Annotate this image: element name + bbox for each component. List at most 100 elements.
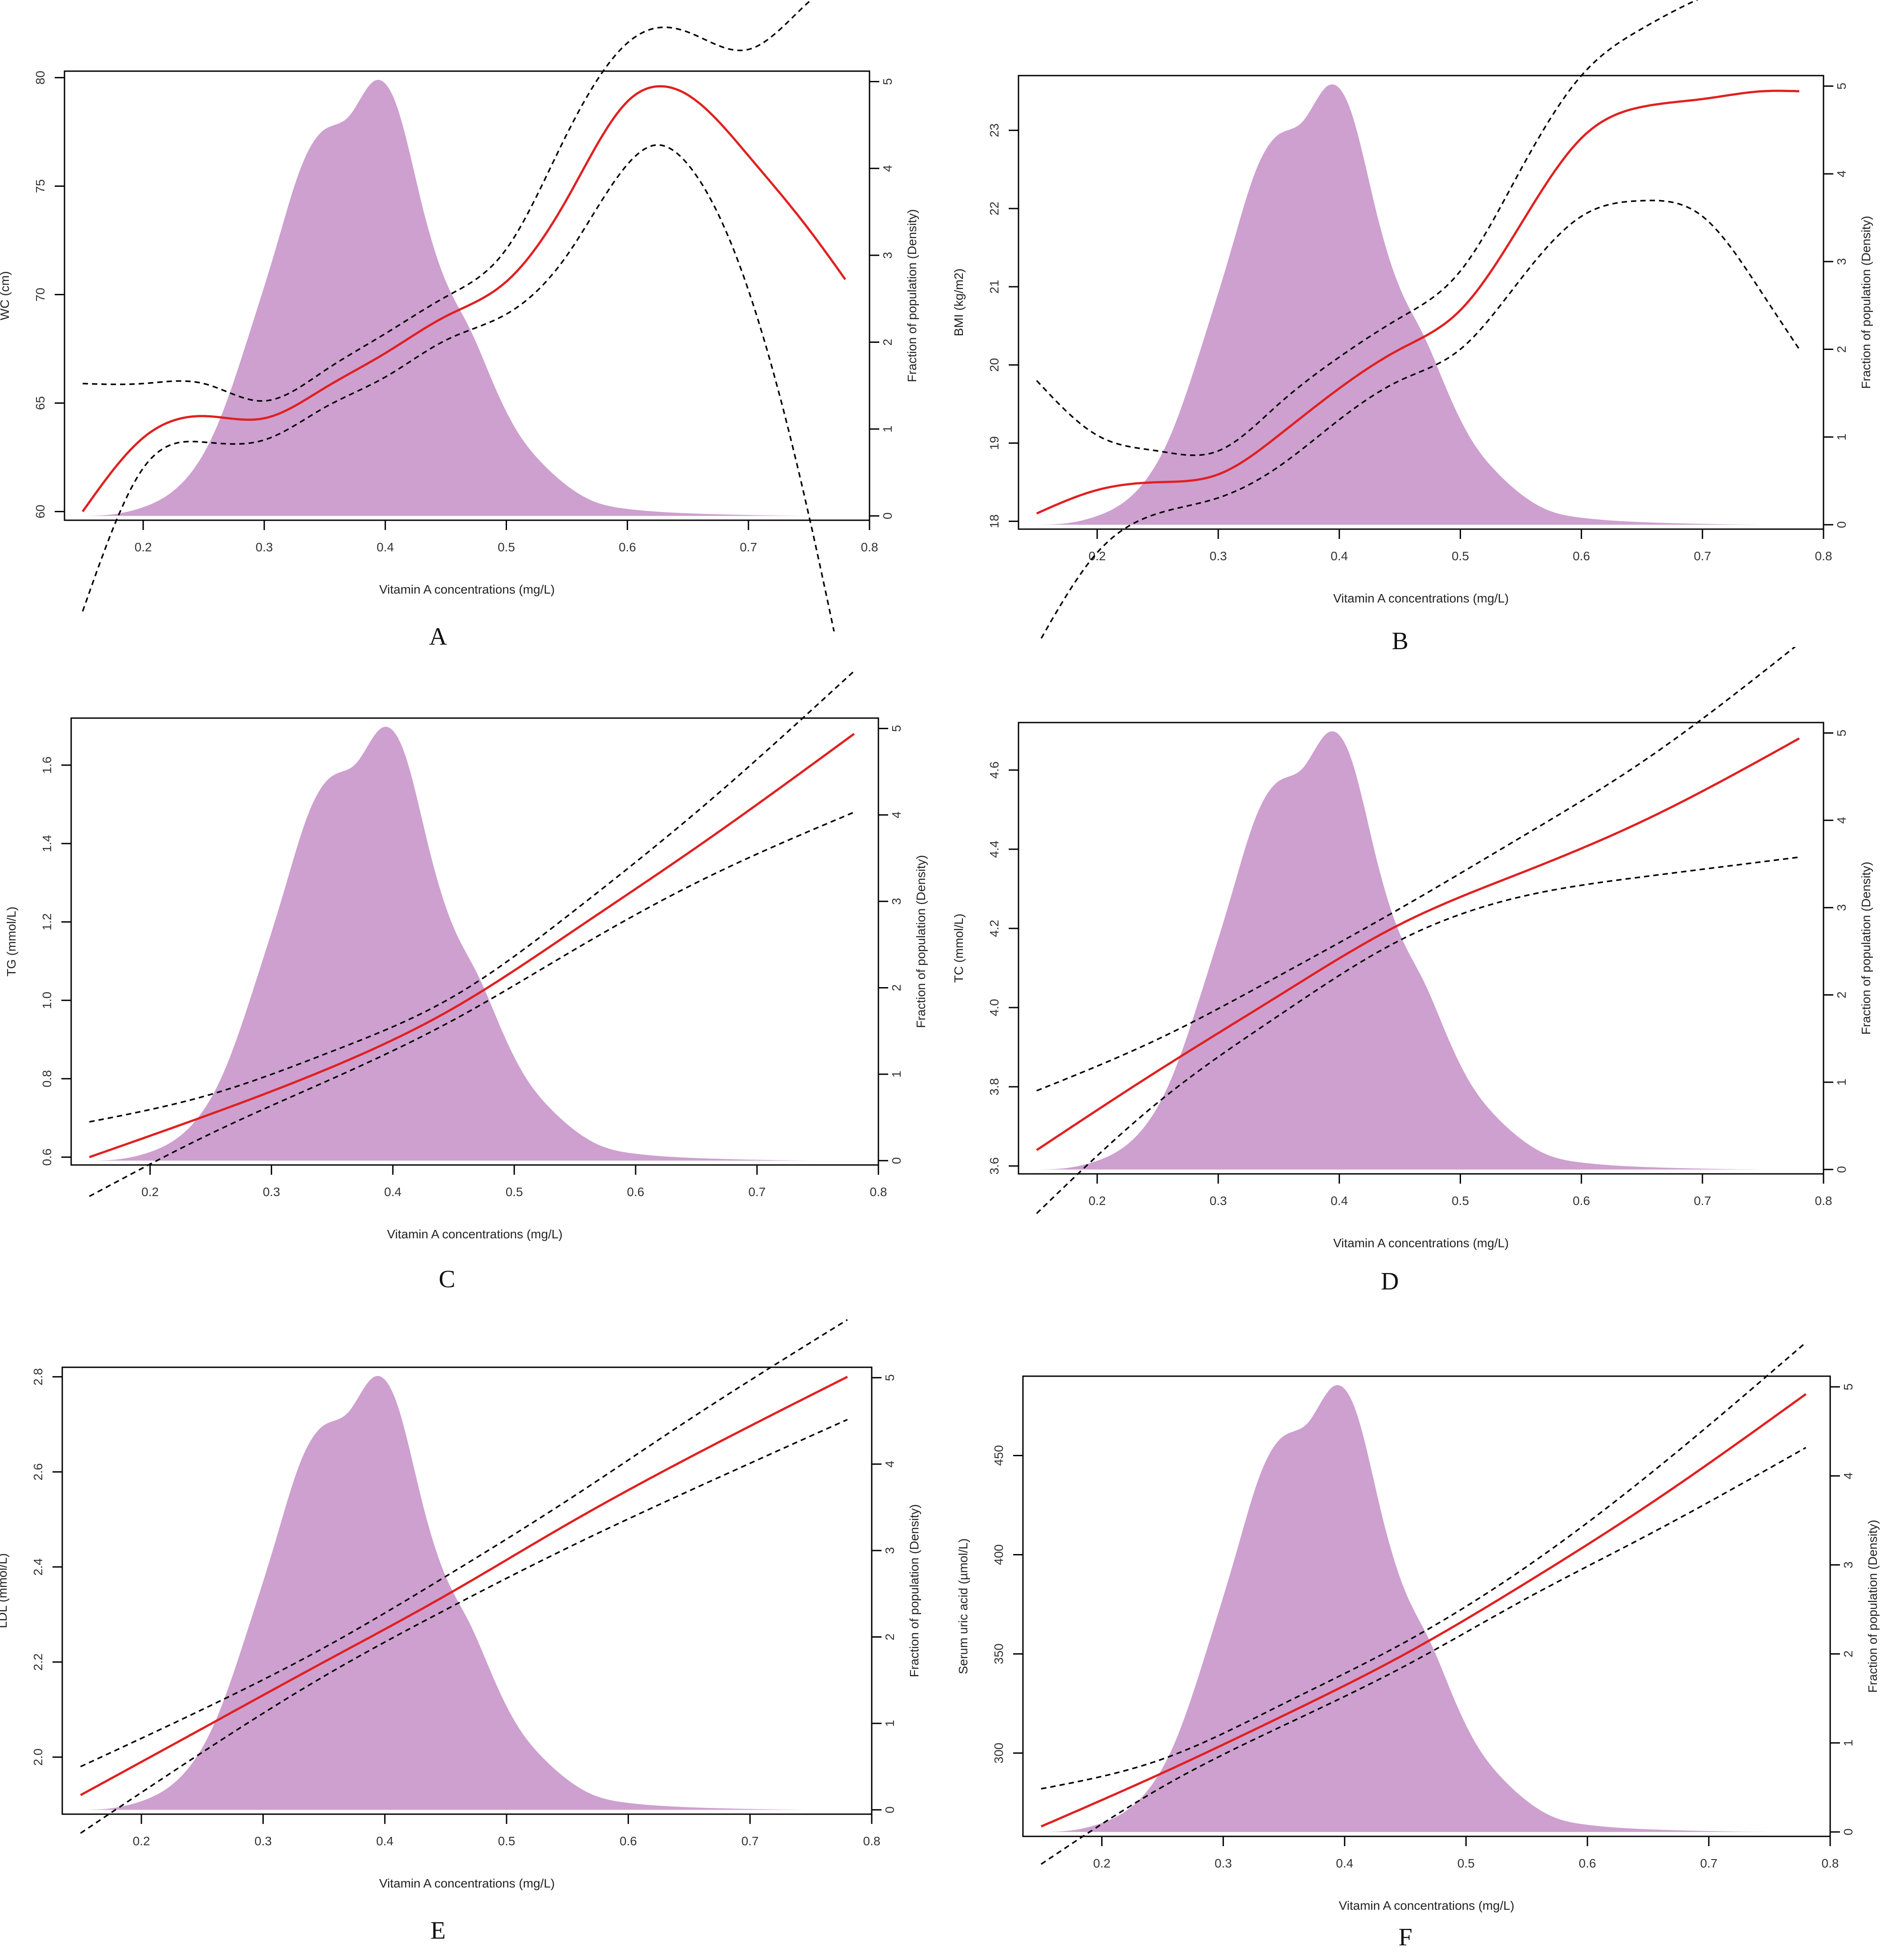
y2-axis-title: Fraction of population (Density) — [1859, 862, 1873, 1035]
panel-letter: D — [1381, 1268, 1399, 1295]
y2-tick-label: 4 — [1835, 817, 1848, 824]
y-tick-label: 3.8 — [987, 1078, 1001, 1096]
x-tick-label: 0.5 — [1452, 1194, 1469, 1208]
y-tick-label: 300 — [992, 1743, 1006, 1763]
y2-tick-label: 0 — [1835, 1166, 1848, 1173]
y-tick-label: 19 — [987, 436, 1001, 450]
y2-tick-label: 2 — [1835, 992, 1848, 999]
fitted-curve — [1036, 89, 1799, 515]
y2-tick-label: 3 — [1835, 904, 1848, 911]
y-tick-label: 1.2 — [40, 913, 54, 931]
y2-tick-label: 0 — [890, 1157, 903, 1164]
y-tick-label: 2.0 — [31, 1748, 45, 1766]
x-tick-label: 0.3 — [1210, 1194, 1227, 1208]
y2-tick-label: 5 — [881, 78, 894, 85]
density-area — [1036, 84, 1799, 525]
ci-lower-curve — [1036, 856, 1799, 1214]
y2-tick-label: 0 — [1841, 1828, 1855, 1835]
y-tick-label: 3.6 — [987, 1157, 1001, 1175]
ci-lower-curve — [1040, 1447, 1807, 1865]
y2-tick-label: 2 — [1835, 346, 1848, 353]
y2-tick-label: 5 — [890, 725, 903, 732]
y-tick-label: 4.6 — [987, 761, 1001, 779]
plot-frame — [64, 70, 870, 521]
y-axis-title: TC (mmol/L) — [952, 914, 966, 983]
x-tick-label: 0.6 — [1579, 1856, 1596, 1870]
x-tick-label: 0.4 — [1331, 549, 1348, 563]
y2-tick-label: 2 — [1841, 1651, 1855, 1658]
y-tick-label: 1.6 — [40, 756, 54, 774]
y2-tick-label: 1 — [1841, 1739, 1855, 1747]
y2-tick-label: 4 — [883, 1461, 897, 1468]
y2-tick-label: 1 — [1835, 1079, 1848, 1086]
fitted-curve — [1036, 737, 1800, 1151]
y-tick-label: 4.4 — [987, 840, 1001, 858]
x-tick-label: 0.8 — [863, 1834, 881, 1848]
y2-tick-label: 3 — [890, 898, 903, 905]
y-tick-label: 2.2 — [31, 1653, 45, 1671]
x-tick-label: 0.7 — [740, 540, 757, 554]
ci-upper-curve — [82, 0, 812, 402]
y2-tick-label: 0 — [883, 1806, 897, 1813]
x-tick-label: 0.4 — [376, 1834, 394, 1848]
x-tick-label: 0.3 — [254, 1834, 272, 1848]
y2-axis-title: Fraction of population (Density) — [1859, 216, 1873, 389]
x-tick-label: 0.6 — [619, 540, 636, 554]
y2-tick-label: 4 — [1835, 170, 1848, 177]
y2-tick-label: 3 — [881, 252, 894, 259]
density-area — [1041, 1385, 1806, 1832]
panel-e: 0.2 0.3 0.4 0.5 0.6 0.7 0.8 2.0 2.2 2.4 2.6 2.8 0 1 2 3… — [0, 1319, 921, 1944]
x-tick-label: 0.7 — [749, 1185, 766, 1199]
panel-letter: E — [431, 1917, 446, 1944]
y2-tick-label: 1 — [883, 1720, 897, 1727]
y-axis-title: Serum uric acid (µmol/L) — [956, 1538, 970, 1675]
x-tick-label: 0.8 — [1822, 1856, 1839, 1870]
y-axis-title: BMI (kg/m2) — [952, 269, 966, 336]
y2-axis-title: Fraction of population (Density) — [914, 855, 928, 1028]
fitted-curve — [80, 1376, 848, 1796]
x-axis-title: Vitamin A concentrations (mg/L) — [1333, 591, 1509, 605]
y-tick-label: 2.4 — [31, 1558, 45, 1576]
y-tick-label: 21 — [987, 280, 1001, 293]
y2-tick-label: 5 — [1835, 730, 1848, 737]
x-tick-label: 0.2 — [141, 1185, 159, 1199]
y-axis-title: LDL (mmol/L) — [0, 1553, 9, 1628]
y-tick-label: 0.6 — [40, 1149, 54, 1166]
plot-frame — [1022, 1375, 1831, 1837]
x-tick-label: 0.7 — [741, 1834, 759, 1848]
x-tick-label: 0.5 — [1457, 1856, 1475, 1870]
y-tick-label: 18 — [987, 514, 1001, 528]
x-tick-label: 0.5 — [498, 540, 515, 554]
y-tick-label: 0.8 — [40, 1070, 54, 1088]
panel-letter: A — [429, 623, 447, 651]
y2-tick-label: 3 — [1841, 1562, 1855, 1569]
y-tick-label: 2.8 — [31, 1368, 45, 1386]
panel-letter: F — [1398, 1924, 1412, 1951]
x-tick-label: 0.7 — [1694, 1194, 1711, 1208]
y2-axis-title: Fraction of population (Density) — [1866, 1520, 1880, 1693]
y-tick-label: 80 — [33, 71, 47, 84]
ci-upper-curve — [1041, 1341, 1807, 1790]
y2-tick-label: 1 — [1835, 434, 1848, 441]
y-tick-label: 20 — [987, 358, 1001, 372]
y-tick-label: 23 — [987, 124, 1001, 137]
x-tick-label: 0.4 — [1336, 1856, 1353, 1870]
x-tick-label: 0.3 — [1210, 549, 1227, 563]
y2-tick-label: 2 — [883, 1634, 897, 1641]
x-axis-title: Vitamin A concentrations (mg/L) — [1333, 1236, 1509, 1250]
x-axis-title: Vitamin A concentrations (mg/L) — [387, 1227, 563, 1241]
x-tick-label: 0.6 — [1573, 549, 1590, 563]
y2-tick-label: 0 — [1835, 521, 1848, 528]
plot-frame — [70, 717, 879, 1166]
ci-upper-curve — [1036, 0, 1699, 456]
y2-tick-label: 1 — [881, 426, 894, 433]
x-tick-label: 0.2 — [1093, 1856, 1111, 1870]
panel-b: 0.2 0.3 0.4 0.5 0.6 0.7 0.8181920212223012345V… — [952, 0, 1873, 655]
density-area — [1036, 731, 1799, 1170]
x-tick-label: 0.8 — [1815, 1194, 1832, 1208]
x-tick-label: 0.2 — [133, 1834, 150, 1848]
density-area — [89, 727, 854, 1161]
y2-tick-label: 5 — [1841, 1383, 1855, 1390]
y-tick-label: 2.6 — [31, 1463, 45, 1481]
